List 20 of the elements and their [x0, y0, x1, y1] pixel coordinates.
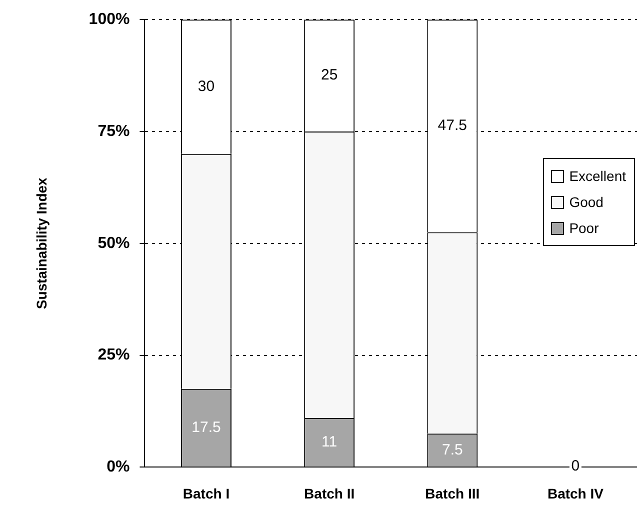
x-tick-label: Batch II	[304, 485, 355, 502]
y-tick-label: 25%	[98, 346, 130, 364]
data-label: 30	[198, 78, 215, 95]
y-tick-label: 50%	[98, 234, 130, 252]
data-label: 47.5	[438, 117, 467, 134]
legend-label: Excellent	[569, 168, 626, 184]
data-label: 0	[571, 457, 580, 474]
legend-label: Poor	[569, 220, 599, 236]
legend-label: Good	[569, 194, 604, 210]
x-tick-label: Batch I	[182, 485, 230, 502]
y-tick-label: 0%	[106, 458, 130, 476]
y-axis-title: Sustainability Index	[33, 177, 50, 310]
data-label: 7.5	[442, 441, 463, 458]
data-label: 25	[320, 66, 338, 84]
y-tick-label: 75%	[98, 122, 130, 140]
x-tick-label: Batch IV	[547, 485, 604, 502]
data-label: 11	[322, 433, 338, 450]
data-label: 17.5	[192, 418, 221, 436]
y-tick-label: 100%	[88, 11, 130, 28]
x-tick-label: Batch III	[425, 485, 480, 502]
